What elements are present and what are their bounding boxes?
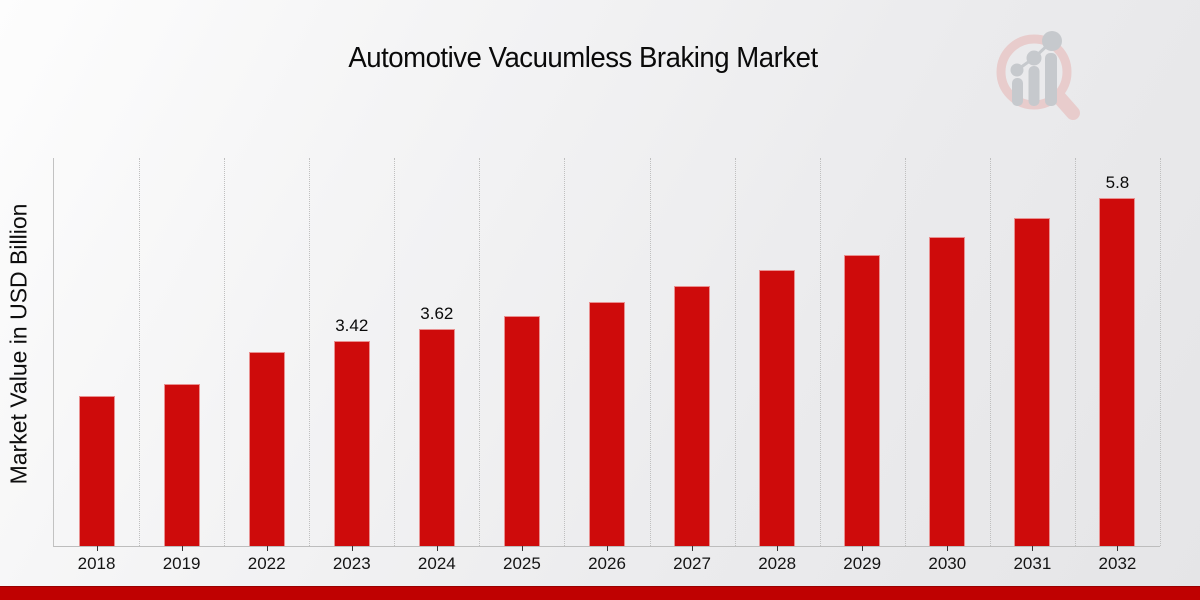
gridline — [1160, 158, 1161, 546]
x-tick-label: 2022 — [247, 554, 286, 573]
x-tick-label: 2019 — [162, 554, 201, 573]
bar — [844, 255, 881, 546]
x-tick-label: 2025 — [503, 554, 541, 573]
x-tick-label: 2027 — [673, 554, 711, 573]
bar — [418, 329, 455, 546]
x-axis-tick — [351, 546, 353, 551]
x-axis-tick — [1032, 546, 1034, 551]
x-tick-label: 2024 — [417, 554, 456, 573]
bar — [1014, 218, 1051, 546]
bar — [248, 352, 285, 546]
x-tick-label: 2028 — [758, 554, 797, 573]
x-tick-label: 2032 — [1098, 554, 1137, 573]
bar — [759, 270, 796, 546]
x-tick-label: 2023 — [332, 554, 371, 573]
x-axis-tick — [692, 546, 694, 551]
bar — [589, 302, 625, 546]
bar-value-label: 3.62 — [420, 304, 454, 323]
x-axis-tick — [436, 546, 438, 551]
bar — [333, 341, 370, 546]
x-axis-tick — [521, 546, 523, 551]
gridline — [819, 158, 821, 546]
bar — [674, 286, 711, 546]
gridline — [904, 158, 906, 546]
bar-value-label: 5.8 — [1105, 173, 1130, 192]
x-axis-tick — [862, 546, 864, 551]
bar — [78, 396, 115, 546]
gridline — [309, 158, 311, 546]
gridline — [394, 158, 396, 546]
gridline — [139, 158, 141, 546]
magnifier-chart-icon — [996, 31, 1080, 120]
gridline — [989, 158, 991, 546]
bar-value-label: 3.42 — [335, 316, 369, 335]
bar — [1099, 198, 1136, 546]
x-tick-label: 2029 — [843, 554, 882, 573]
bar — [929, 237, 966, 546]
x-tick-label: 2030 — [928, 554, 967, 573]
x-tick-label: 2018 — [77, 554, 116, 573]
x-tick-label: 2031 — [1013, 554, 1052, 573]
x-axis-tick — [266, 546, 268, 551]
x-axis-tick — [947, 546, 949, 551]
gridline — [224, 158, 226, 546]
gridline — [479, 158, 481, 546]
x-axis-tick — [1117, 546, 1119, 551]
bar — [503, 316, 540, 546]
x-axis-tick — [777, 546, 779, 551]
market-research-magnifier-logo — [988, 28, 1088, 128]
y-axis-label: Market Value in USD Billion — [5, 203, 32, 485]
gridline — [564, 158, 566, 546]
gridline — [649, 158, 651, 546]
chart-title: Automotive Vacuumless Braking Market — [348, 42, 818, 74]
x-axis-tick — [181, 546, 183, 551]
footer-accent-strip — [0, 586, 1200, 600]
x-tick-label: 2026 — [588, 554, 626, 573]
gridline — [1074, 158, 1076, 546]
gridline — [734, 158, 736, 546]
bar — [163, 384, 200, 546]
plot-area: 2018 2019 2022 2023 3.42 2024 3.62 2025 2026 2027… — [53, 158, 1161, 573]
x-axis-tick — [607, 546, 608, 551]
x-axis-tick — [96, 546, 98, 551]
